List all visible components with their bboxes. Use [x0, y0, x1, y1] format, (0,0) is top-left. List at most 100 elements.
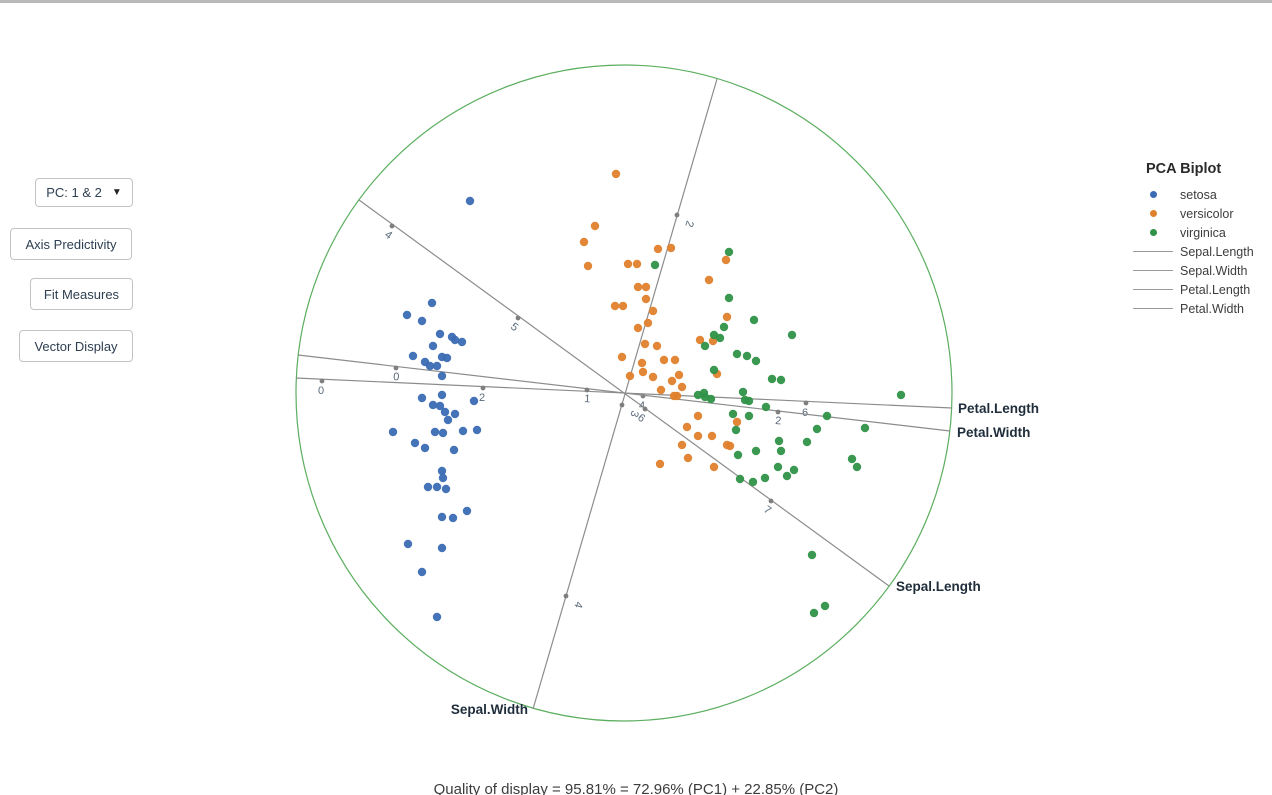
- axis-tick-label-sepal-length: 7: [761, 504, 773, 517]
- data-point-virginica: [751, 446, 761, 456]
- data-point-versicolor: [655, 459, 665, 469]
- data-point-versicolor: [617, 352, 627, 362]
- axis-tick-label-petal-length: 2: [479, 392, 485, 404]
- data-point-versicolor: [611, 169, 621, 179]
- data-point-virginica: [807, 550, 817, 560]
- data-point-versicolor: [643, 318, 653, 328]
- vector-display-button[interactable]: Vector Display: [19, 330, 133, 362]
- axis-tick-petal-length: [803, 400, 809, 406]
- data-point-virginica: [693, 390, 703, 400]
- data-point-versicolor: [633, 323, 643, 333]
- data-point-versicolor: [652, 341, 662, 351]
- data-point-virginica: [852, 462, 862, 472]
- legend-line-icon: [1131, 289, 1175, 290]
- axis-tick-label-sepal-width: 2: [682, 219, 695, 228]
- data-point-virginica: [744, 411, 754, 421]
- data-point-virginica: [776, 446, 786, 456]
- data-point-virginica: [742, 351, 752, 361]
- legend-dot-icon: [1131, 210, 1175, 217]
- data-point-versicolor: [674, 370, 684, 380]
- legend-item-sepal-length: Sepal.Length: [1131, 242, 1271, 261]
- data-point-setosa: [432, 482, 442, 492]
- axis-tick-sepal-length: [768, 498, 774, 504]
- legend-line-icon: [1131, 270, 1175, 271]
- data-point-setosa: [408, 351, 418, 361]
- data-point-versicolor: [641, 294, 651, 304]
- axis-tick-label-sepal-length: 4: [382, 229, 394, 242]
- axis-predictivity-button[interactable]: Axis Predictivity: [10, 228, 132, 260]
- data-point-virginica: [812, 424, 822, 434]
- data-point-setosa: [450, 409, 460, 419]
- data-point-virginica: [719, 322, 729, 332]
- data-point-virginica: [767, 374, 777, 384]
- data-point-versicolor: [583, 261, 593, 271]
- data-point-versicolor: [722, 440, 732, 450]
- legend-item-label: Petal.Width: [1180, 301, 1244, 316]
- axis-tick-label-petal-width: 2: [775, 415, 782, 427]
- data-point-setosa: [432, 361, 442, 371]
- data-point-versicolor: [579, 237, 589, 247]
- data-point-virginica: [809, 608, 819, 618]
- data-point-versicolor: [683, 453, 693, 463]
- data-point-virginica: [751, 356, 761, 366]
- legend-item-label: versicolor: [1180, 206, 1234, 221]
- data-point-virginica: [847, 454, 857, 464]
- legend-title: PCA Biplot: [1146, 161, 1222, 177]
- axis-line-sepal-width: [532, 78, 718, 710]
- data-point-virginica: [724, 247, 734, 257]
- data-point-setosa: [432, 612, 442, 622]
- data-point-virginica: [760, 473, 770, 483]
- data-point-versicolor: [625, 371, 635, 381]
- pca-biplot-plot: 0246Petal.Length012Petal.Width4567Sepal.…: [295, 64, 1039, 722]
- unit-circle: [295, 64, 953, 722]
- axis-tick-label-sepal-width: 3: [627, 409, 640, 418]
- data-point-virginica: [715, 333, 725, 343]
- legend-item-sepal-width: Sepal.Width: [1131, 261, 1271, 280]
- data-point-versicolor: [732, 417, 742, 427]
- data-point-setosa: [449, 445, 459, 455]
- data-point-versicolor: [590, 221, 600, 231]
- fit-measures-button[interactable]: Fit Measures: [30, 278, 133, 310]
- quality-of-display-caption: Quality of display = 95.81% = 72.96% (PC…: [433, 781, 839, 795]
- data-point-versicolor: [722, 312, 732, 322]
- pc-selector-dropdown[interactable]: PC: 1 & 2 ▼: [35, 178, 133, 207]
- data-point-versicolor: [682, 422, 692, 432]
- data-point-setosa: [423, 482, 433, 492]
- data-point-setosa: [388, 427, 398, 437]
- data-point-versicolor: [709, 462, 719, 472]
- data-point-virginica: [782, 471, 792, 481]
- axis-tick-label-sepal-width: 4: [571, 600, 584, 609]
- axis-label-petal-width: Petal.Width: [957, 425, 1030, 440]
- data-point-virginica: [733, 450, 743, 460]
- data-point-virginica: [802, 437, 812, 447]
- data-point-versicolor: [653, 244, 663, 254]
- axis-tick-label-sepal-length: 5: [508, 321, 520, 334]
- axis-tick-sepal-length: [642, 406, 648, 412]
- data-point-setosa: [435, 401, 445, 411]
- data-point-setosa: [457, 337, 467, 347]
- data-point-setosa: [462, 506, 472, 516]
- axis-tick-label-petal-length: 0: [318, 385, 324, 397]
- legend-dot-icon: [1131, 191, 1175, 198]
- data-point-setosa: [402, 310, 412, 320]
- data-point-versicolor: [640, 339, 650, 349]
- data-point-setosa: [441, 484, 451, 494]
- data-point-virginica: [731, 425, 741, 435]
- data-point-virginica: [732, 349, 742, 359]
- data-point-versicolor: [633, 282, 643, 292]
- legend-item-virginica: virginica: [1131, 223, 1271, 242]
- legend-item-label: Petal.Length: [1180, 282, 1251, 297]
- data-point-versicolor: [677, 382, 687, 392]
- data-point-virginica: [761, 402, 771, 412]
- data-point-versicolor: [721, 255, 731, 265]
- legend-item-label: virginica: [1180, 225, 1226, 240]
- pc-selector-label: PC: 1 & 2: [46, 185, 102, 200]
- legend-dot-icon: [1131, 229, 1175, 236]
- data-point-setosa: [427, 298, 437, 308]
- data-point-versicolor: [693, 411, 703, 421]
- legend-item-setosa: setosa: [1131, 185, 1271, 204]
- axis-tick-petal-length: [480, 385, 486, 391]
- data-point-versicolor: [656, 385, 666, 395]
- data-point-versicolor: [638, 367, 648, 377]
- data-point-virginica: [749, 315, 759, 325]
